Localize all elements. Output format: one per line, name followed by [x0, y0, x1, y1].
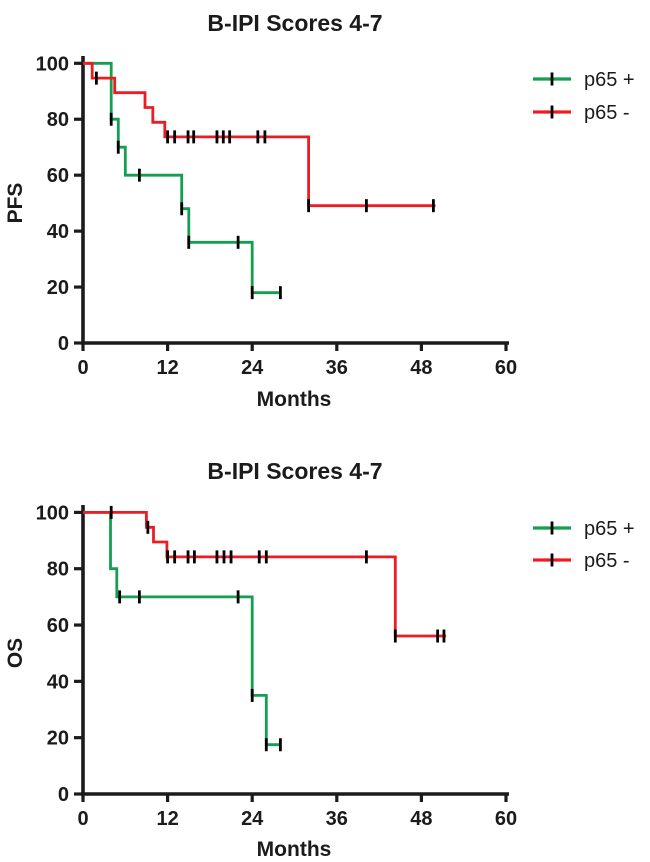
pfs-y-axis-label: PFS: [4, 183, 27, 224]
x-tick-label: 48: [410, 357, 432, 379]
y-tick-label: 0: [58, 784, 69, 806]
y-tick-label: 60: [47, 165, 69, 187]
legend-label-p65-negative: p65 -: [584, 102, 630, 124]
y-tick-label: 80: [47, 109, 69, 131]
x-tick-label: 0: [77, 808, 88, 830]
x-tick-label: 0: [77, 357, 88, 379]
legend-label-p65-negative: p65 -: [584, 550, 630, 572]
pfs-x-axis-label: Months: [257, 388, 332, 411]
y-tick-label: 40: [47, 671, 69, 693]
pfs-chart: 0 12 24 36 48 60 0 20 40 60 80 100 B-IPI Scores 4-7…: [4, 10, 635, 411]
y-tick-label: 20: [47, 277, 69, 299]
y-tick-label: 40: [47, 221, 69, 243]
pfs-title: B-IPI Scores 4-7: [207, 10, 382, 36]
x-tick-label: 60: [495, 357, 517, 379]
y-tick-label: 20: [47, 728, 69, 750]
x-tick-label: 36: [326, 808, 348, 830]
y-tick-label: 0: [58, 333, 69, 355]
os-y-axis-label: OS: [4, 638, 27, 668]
y-tick-label: 100: [36, 502, 69, 524]
os-legend: p65 + p65 -: [533, 518, 635, 572]
y-tick-label: 60: [47, 615, 69, 637]
os-chart: 0 12 24 36 48 60 0 20 40 60 80 100 B-IPI Scores 4-7…: [4, 458, 635, 861]
legend-label-p65-positive: p65 +: [584, 518, 635, 540]
x-tick-label: 24: [241, 808, 264, 830]
km-curve-p65-negative: [83, 511, 447, 638]
legend-label-p65-positive: p65 +: [584, 69, 635, 91]
x-tick-label: 24: [241, 357, 264, 379]
os-x-axis-label: Months: [257, 838, 332, 861]
km-curve-p65-negative: [83, 61, 436, 208]
y-tick-label: 80: [47, 559, 69, 581]
x-tick-label: 48: [410, 808, 432, 830]
os-chart-panel: 0 12 24 36 48 60 0 20 40 60 80 100 B-IPI Scores 4-7…: [0, 431, 650, 862]
pfs-chart-panel: 0 12 24 36 48 60 0 20 40 60 80 100 B-IPI Scores 4-7…: [4, 10, 635, 411]
x-tick-label: 36: [326, 357, 348, 379]
km-curve-p65-positive: [83, 511, 281, 747]
km-curve-p65-positive: [83, 61, 281, 295]
x-tick-label: 60: [495, 808, 517, 830]
os-title: B-IPI Scores 4-7: [207, 458, 382, 484]
pfs-legend: p65 + p65 -: [533, 69, 635, 124]
os-plot-area: 0 12 24 36 48 60 0 20 40 60 80 100: [36, 502, 518, 830]
x-tick-label: 12: [156, 808, 178, 830]
y-tick-label: 100: [36, 53, 69, 75]
pfs-plot-area: 0 12 24 36 48 60 0 20 40 60 80 100: [36, 53, 518, 379]
x-tick-label: 12: [156, 357, 178, 379]
